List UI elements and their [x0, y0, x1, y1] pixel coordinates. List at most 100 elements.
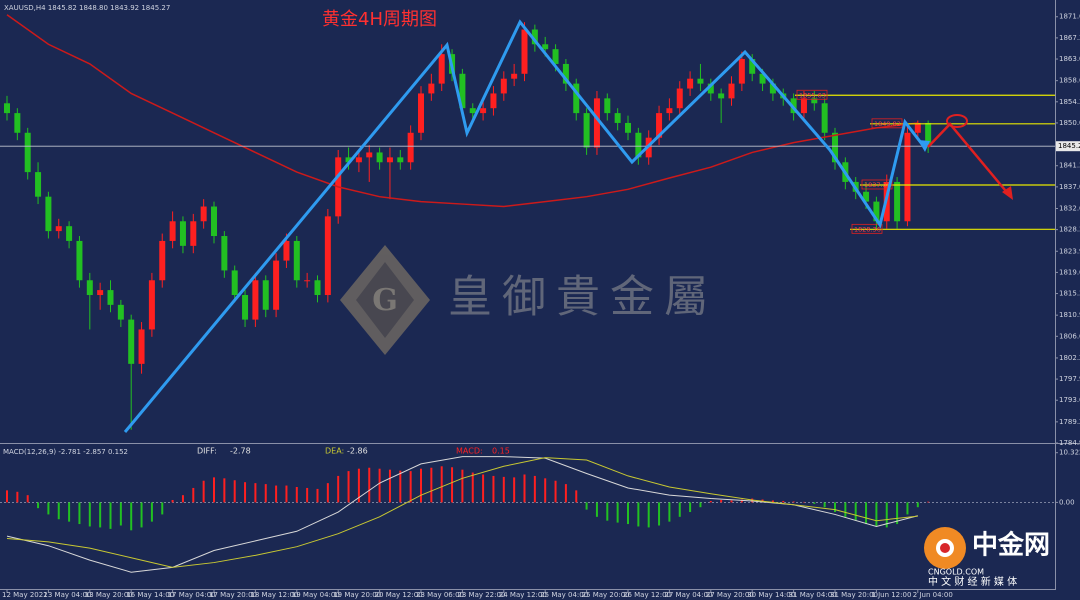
macd-tick-label: 0.00	[1059, 498, 1075, 506]
candle-body	[76, 240, 83, 281]
candle-body	[407, 132, 414, 163]
candle-body	[428, 83, 435, 94]
macd-bar	[119, 502, 122, 526]
y-tick-label: 1819.60	[1059, 268, 1080, 276]
y-tick-label: 1841.30	[1059, 162, 1080, 170]
candle-body	[324, 216, 331, 296]
level-label: 1849.82	[874, 120, 901, 128]
macd-bar	[150, 502, 153, 522]
candle-body	[542, 44, 549, 50]
candle-body	[138, 329, 145, 364]
candle-body	[438, 54, 445, 84]
macd-bar	[544, 478, 547, 503]
macd-bar	[326, 483, 329, 503]
x-tick-label: 27 May 20:00	[706, 591, 754, 599]
y-tick-label: 1789.20	[1059, 418, 1080, 426]
candle-body	[190, 221, 197, 246]
candle-body	[552, 49, 559, 64]
macd-bar	[140, 502, 143, 528]
x-tick-label: 23 May 06:00	[416, 591, 464, 599]
macd-bar	[409, 471, 412, 503]
macd-bar	[771, 500, 774, 503]
candle-body	[811, 98, 818, 104]
dea-value: -2.86	[347, 447, 368, 456]
macd-bar	[585, 502, 588, 510]
candle-body	[128, 319, 135, 364]
candle-body	[304, 280, 311, 282]
candle-body	[676, 88, 683, 109]
candle-body	[293, 240, 300, 281]
level-label-box	[851, 223, 883, 234]
y-tick-label: 1854.30	[1059, 98, 1080, 106]
macd-header: MACD(12,26,9) -2.781 -2.857 0.152	[3, 448, 128, 456]
logo-dot-inner	[940, 543, 950, 553]
candle-body	[583, 113, 590, 148]
macd-bar	[471, 472, 474, 503]
moving-average	[6, 14, 918, 208]
macd-bar	[192, 487, 195, 503]
candle-body	[242, 295, 249, 320]
x-tick-label: 26 May 12:00	[623, 591, 671, 599]
macd-bar	[213, 477, 215, 503]
macd-bar	[595, 502, 598, 517]
x-tick-label: 1 Jun 12:00	[871, 591, 911, 599]
level-label-box	[871, 118, 903, 129]
macd-bar	[896, 502, 899, 525]
x-tick-label: 27 May 04:00	[664, 591, 712, 599]
macd-bar	[88, 502, 91, 527]
macd-tick-label: 10.322	[1059, 449, 1080, 457]
macd-bar	[782, 500, 785, 503]
macd-bar	[699, 502, 702, 508]
macd-bar	[171, 499, 174, 503]
target-circle	[946, 114, 968, 128]
macd-bar	[461, 469, 464, 503]
macd-bar	[813, 502, 816, 504]
watermark-logo-inner	[356, 262, 414, 338]
candle-body	[562, 63, 569, 84]
macd-bar	[689, 502, 692, 513]
macd-bar	[181, 495, 184, 503]
y-tick-label: 1784.90	[1059, 439, 1080, 447]
candle-body	[366, 152, 373, 158]
x-tick-label: 18 May 12:00	[250, 591, 298, 599]
candle-body	[800, 98, 807, 114]
site-logo: 中金网 CNGOLD.COM 中 文 财 经 新 媒 体	[924, 527, 1050, 588]
candle-body	[573, 83, 580, 114]
candle-body	[283, 240, 290, 261]
candle-body	[625, 122, 631, 133]
macd-bar	[627, 502, 629, 525]
y-tick-label: 1867.30	[1059, 34, 1080, 42]
watermark-text: 皇御貴金屬	[448, 272, 718, 323]
candle-body	[355, 157, 362, 163]
macd-bar	[575, 490, 578, 503]
macd-bar	[564, 484, 567, 503]
candle-body	[397, 157, 404, 163]
y-tick-label: 1815.30	[1059, 290, 1080, 298]
candle-body	[14, 113, 21, 133]
macd-bar	[202, 480, 205, 503]
macd-bar	[47, 502, 50, 515]
candle-body	[55, 226, 62, 232]
candle-body	[221, 236, 228, 271]
candle-body	[738, 59, 745, 84]
y-tick-label: 1837.00	[1059, 183, 1080, 191]
candle-body	[459, 73, 466, 109]
x-tick-label: 12 May 2022	[2, 591, 48, 599]
macd-bar	[368, 467, 371, 503]
x-tick-label: 31 May 20:00	[830, 591, 878, 599]
macd-bar	[513, 477, 516, 503]
macd-bar	[523, 474, 526, 503]
candle-body	[159, 240, 166, 281]
forecast-path	[927, 122, 1011, 197]
macd-bar	[399, 470, 402, 503]
candle-body	[749, 59, 756, 74]
macd-bar	[68, 502, 71, 522]
candle-body	[35, 172, 42, 197]
x-tick-label: 17 May 20:00	[209, 591, 257, 599]
candle-body	[635, 132, 642, 158]
macd-bar	[26, 495, 29, 503]
macd-bar	[875, 502, 878, 527]
y-tick-label: 1797.90	[1059, 375, 1080, 383]
forecast-arrow	[1002, 186, 1013, 200]
x-tick-label: 19 May 20:00	[333, 591, 381, 599]
